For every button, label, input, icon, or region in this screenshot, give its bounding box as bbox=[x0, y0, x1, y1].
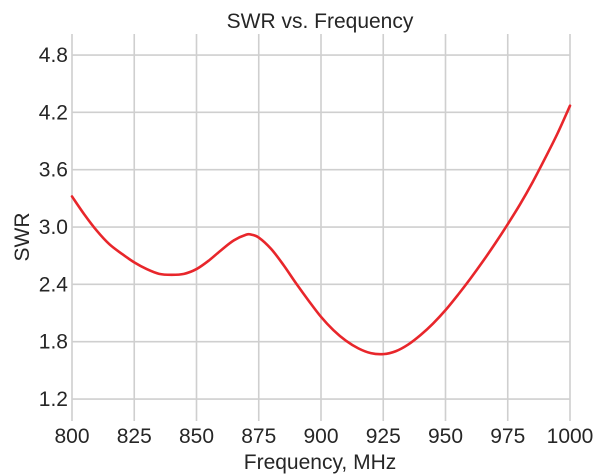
chart-title: SWR vs. Frequency bbox=[227, 10, 414, 33]
y-tick-label: 1.2 bbox=[39, 388, 68, 411]
y-tick-label: 4.2 bbox=[39, 101, 68, 124]
x-tick-label: 975 bbox=[490, 425, 525, 448]
swr-series-line bbox=[70, 104, 572, 356]
y-tick-label: 1.8 bbox=[39, 331, 68, 354]
y-axis-title: SWR bbox=[11, 213, 34, 262]
grid-layer bbox=[71, 34, 571, 421]
x-tick-label: 900 bbox=[303, 425, 338, 448]
x-tick-label: 950 bbox=[428, 425, 463, 448]
x-tick-label: 850 bbox=[179, 425, 214, 448]
y-tick-label: 4.8 bbox=[39, 44, 68, 67]
y-tick-label: 3.0 bbox=[39, 216, 68, 239]
x-tick-label: 875 bbox=[241, 425, 276, 448]
y-tick-label: 2.4 bbox=[39, 273, 69, 296]
series-layer bbox=[70, 104, 572, 356]
y-tick-label: 3.6 bbox=[39, 159, 68, 182]
tick-label-layer: 800 825 850 875 900 925 950 975 1000 1.2 1.8 2.4 3.0… bbox=[39, 44, 594, 448]
x-tick-label: 1000 bbox=[547, 425, 594, 448]
x-axis-title: Frequency, MHz bbox=[244, 451, 397, 474]
x-tick-label: 800 bbox=[54, 425, 89, 448]
x-tick-label: 925 bbox=[366, 425, 401, 448]
x-tick-label: 825 bbox=[117, 425, 152, 448]
